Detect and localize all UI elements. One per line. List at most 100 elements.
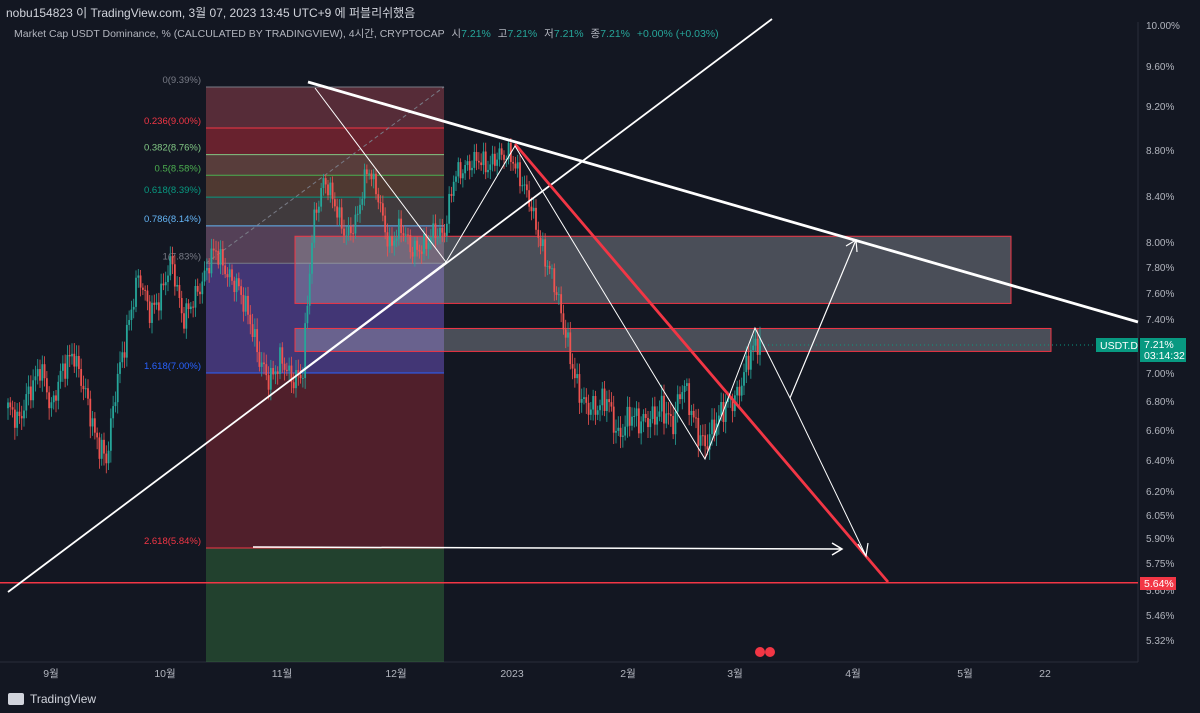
zigzag-leg [299,261,447,373]
legend-open-label: 시 [451,28,462,40]
candle-body [455,176,457,182]
candle-body [269,367,272,390]
symbol-legend[interactable]: Market Cap USDT Dominance, % (CALCULATED… [14,26,719,41]
candle-body [210,248,213,274]
candle-body [105,453,108,464]
candle-body [452,181,455,196]
candle-body [665,413,668,424]
candle-body [349,226,352,234]
candle-body [301,378,304,380]
candle-body [477,160,480,163]
candle-body [116,373,119,403]
candle-body [701,435,704,437]
candle-body [253,329,256,337]
candle-body [176,284,179,287]
price-tick-label: 6.05% [1146,511,1174,522]
candle-body [487,169,489,173]
candle-body [649,419,652,428]
candle-body [167,275,169,283]
candle-body [439,227,441,238]
candle-body [36,369,39,377]
candle-body [32,380,35,401]
candle-body [667,413,670,415]
candle-body [41,364,44,381]
candle-body [52,395,55,403]
candle-body [304,323,307,379]
candle-body [82,385,85,390]
candle-body [285,369,288,371]
fib-band-4 [206,197,444,226]
publish-attribution: nobu154823 이 TradingView.com, 3월 07, 202… [6,6,416,20]
candle-body [100,439,103,459]
candle-body [295,370,297,389]
candle-body [525,184,528,191]
candle-body [75,356,78,367]
candle-body [34,376,37,381]
legend-high-label: 고 [497,28,508,40]
legend-open: 7.21% [461,28,491,40]
candle-body [119,362,121,374]
candle-body [336,206,339,218]
candle-body [557,294,560,296]
price-tick-label: 5.90% [1146,534,1174,545]
candle-body [754,338,757,346]
candle-body [272,367,275,375]
legend-change: +0.00% (+0.03%) [636,28,719,40]
candle-body [418,249,421,252]
candle-body [759,337,761,355]
legend-high: 7.21% [507,28,538,40]
candle-body [679,394,681,400]
candle-body [496,159,499,166]
candle-body [157,302,160,311]
candle-body [400,218,403,234]
candle-body [644,413,647,418]
candle-body [436,237,439,239]
candle-body [658,411,661,417]
candle-body [601,388,604,406]
candle-body [80,368,83,386]
fib-label-5: 0.786(8.14%) [144,214,201,225]
candle-body [155,302,158,305]
candle-body [724,401,727,422]
current-price-tag[interactable]: USDT.D [1096,338,1138,352]
candle-body [731,398,734,412]
candle-body [212,248,215,251]
candle-body [745,355,748,373]
price-tick-label: 9.20% [1146,102,1174,113]
candle-body [480,162,483,166]
candle-body [219,249,222,265]
candle-body [274,371,277,375]
fib-label-3: 0.5(8.58%) [155,163,201,174]
candle-body [208,268,211,274]
candle-body [354,214,357,234]
candle-body [617,427,620,431]
candle-body [55,395,57,401]
candle-body [445,223,448,236]
projection-up [789,239,857,399]
candle-body [379,202,382,204]
candle-body [578,374,581,403]
price-tick-label: 10.00% [1146,21,1180,32]
candle-body [685,383,688,387]
current-price-value[interactable]: 7.21% 03:14:32 [1140,338,1186,362]
candle-body [471,167,473,171]
support-price-tag[interactable]: 5.64% [1140,577,1176,590]
candle-body [713,419,716,436]
candle-body [77,356,80,369]
candle-body [530,206,533,212]
candle-body [329,182,332,196]
price-tick-label: 8.00% [1146,238,1174,249]
candle-body [555,292,558,295]
fib-label-8: 2.618(5.84%) [144,536,201,547]
candle-body [68,354,71,357]
bottom-bar [0,686,1200,713]
candle-body [365,169,368,175]
candle-body [187,303,190,310]
tradingview-logo[interactable]: TradingView [8,692,96,706]
price-tick-label: 6.40% [1146,456,1174,467]
candle-body [59,370,62,382]
descending-trendline [307,80,1139,324]
candle-body [736,386,739,396]
candle-body [434,223,437,239]
